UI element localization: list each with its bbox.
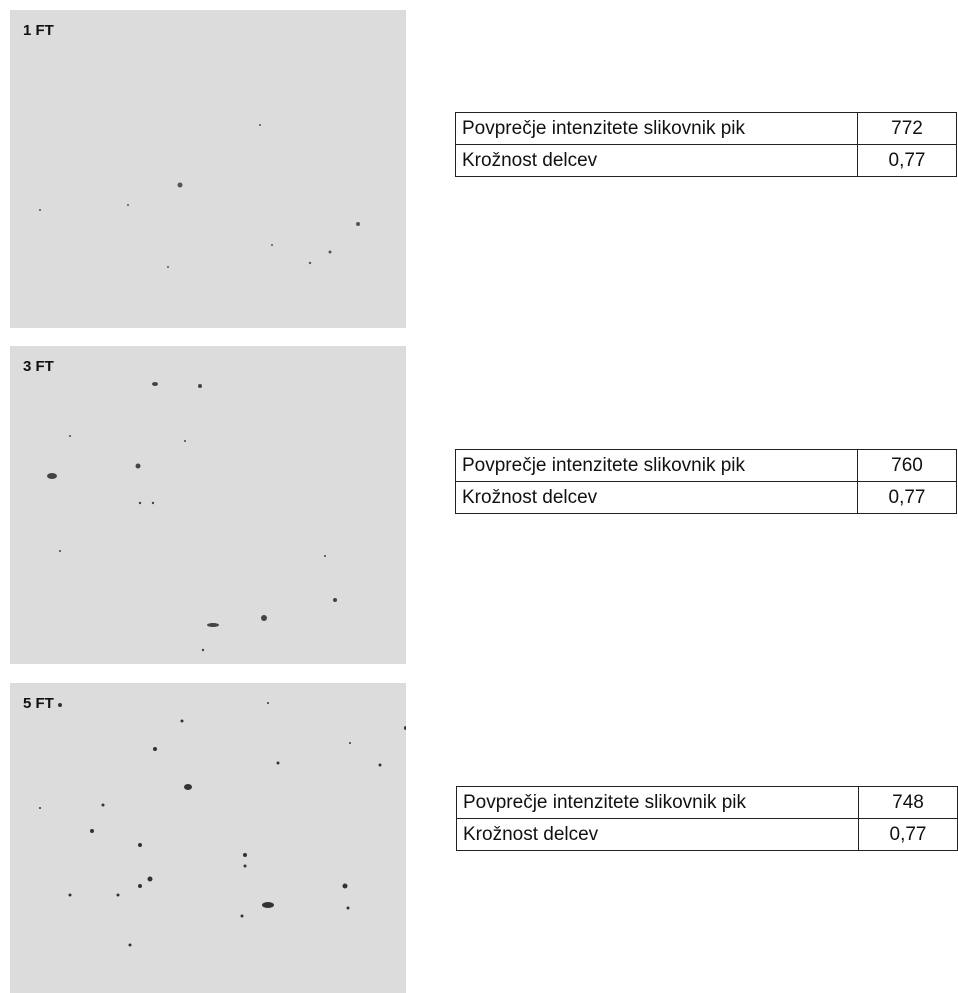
cell: Povprečje intenzitete slikovnik pik xyxy=(456,450,858,482)
cell: 0,77 xyxy=(859,819,958,851)
cell: 0,77 xyxy=(858,145,957,177)
micrograph: 5 FT xyxy=(10,683,406,993)
cell: Povprečje intenzitete slikovnik pik xyxy=(457,787,859,819)
cell: 760 xyxy=(858,450,957,482)
micrograph: 3 FT xyxy=(10,346,406,664)
cell: Povprečje intenzitete slikovnik pik xyxy=(456,113,858,145)
particles xyxy=(10,346,406,664)
particles xyxy=(10,10,406,328)
cell: 0,77 xyxy=(858,482,957,514)
cell: Krožnost delcev xyxy=(456,145,858,177)
cell: 772 xyxy=(858,113,957,145)
particles xyxy=(10,683,406,993)
cell: 748 xyxy=(859,787,958,819)
panel-label: 5 FT xyxy=(23,695,54,712)
panel-label: 1 FT xyxy=(23,22,54,39)
page: 1 FT Povprečje intenzitete slikovnik pik… xyxy=(0,0,958,993)
micrograph: 1 FT xyxy=(10,10,406,328)
cell: Krožnost delcev xyxy=(457,819,859,851)
cell: Krožnost delcev xyxy=(456,482,858,514)
panel-label: 3 FT xyxy=(23,358,54,375)
